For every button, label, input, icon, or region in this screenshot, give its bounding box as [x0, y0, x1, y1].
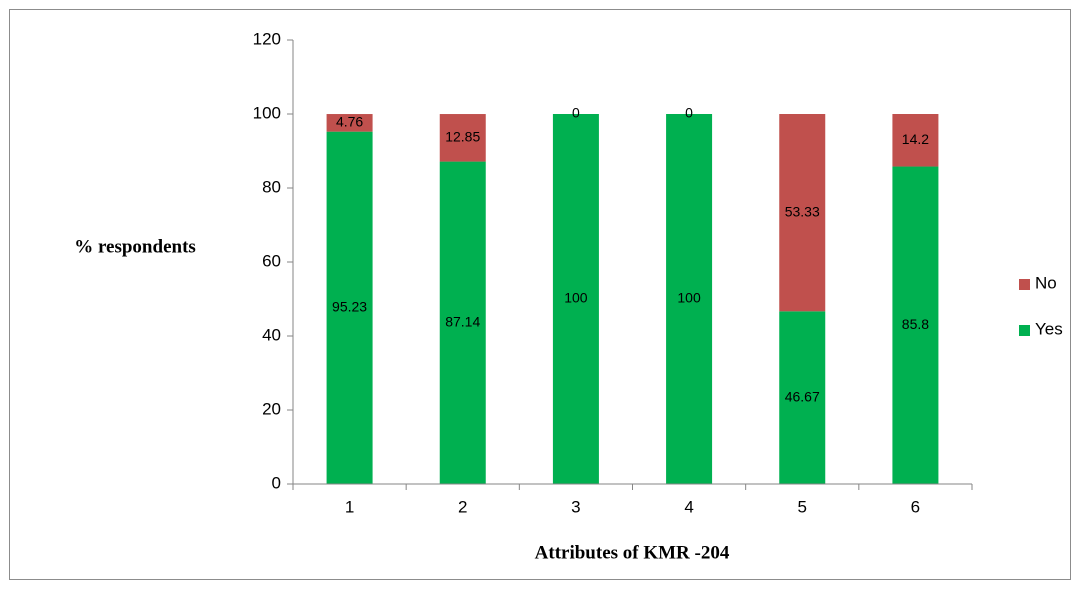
bar-segment — [779, 114, 826, 312]
x-axis-title: Attributes of KMR -204 — [535, 542, 730, 563]
chart-frame — [9, 9, 1071, 580]
bar-segment — [439, 114, 486, 162]
data-label: 12.85 — [445, 129, 480, 145]
legend-label: Yes — [1035, 319, 1063, 338]
y-tick-label: 60 — [262, 251, 281, 270]
x-tick-label: 3 — [571, 497, 580, 516]
legend-swatch — [1019, 279, 1030, 290]
bar-segment — [779, 311, 826, 484]
bar-segment — [892, 114, 939, 167]
x-tick-label: 1 — [345, 497, 354, 516]
data-label: 0 — [572, 105, 580, 121]
bar-segment — [666, 114, 713, 484]
y-tick-label: 0 — [272, 473, 281, 492]
bar-segment — [552, 114, 599, 484]
legend-swatch — [1019, 325, 1030, 336]
legend-label: No — [1035, 273, 1057, 292]
data-label: 87.14 — [445, 313, 480, 329]
x-tick-label: 6 — [911, 497, 920, 516]
x-tick-label: 2 — [458, 497, 467, 516]
data-label: 4.76 — [336, 114, 363, 130]
data-label: 46.67 — [785, 388, 820, 404]
data-label: 95.23 — [332, 299, 367, 315]
bar-segment — [326, 131, 373, 485]
bar-segment — [439, 161, 486, 484]
y-tick-label: 80 — [262, 177, 281, 196]
y-axis-title: % respondents — [74, 236, 196, 257]
y-tick-label: 120 — [253, 29, 281, 48]
bar-segment — [892, 166, 939, 485]
y-tick-label: 100 — [253, 103, 281, 122]
bar-segment — [326, 114, 373, 132]
data-label: 85.8 — [902, 316, 929, 332]
data-label: 53.33 — [785, 203, 820, 219]
data-label: 100 — [677, 290, 701, 306]
x-tick-label: 5 — [798, 497, 807, 516]
data-label: 0 — [685, 105, 693, 121]
y-tick-label: 20 — [262, 399, 281, 418]
data-label: 100 — [564, 290, 588, 306]
x-tick-label: 4 — [684, 497, 693, 516]
y-tick-label: 40 — [262, 325, 281, 344]
data-label: 14.2 — [902, 131, 929, 147]
